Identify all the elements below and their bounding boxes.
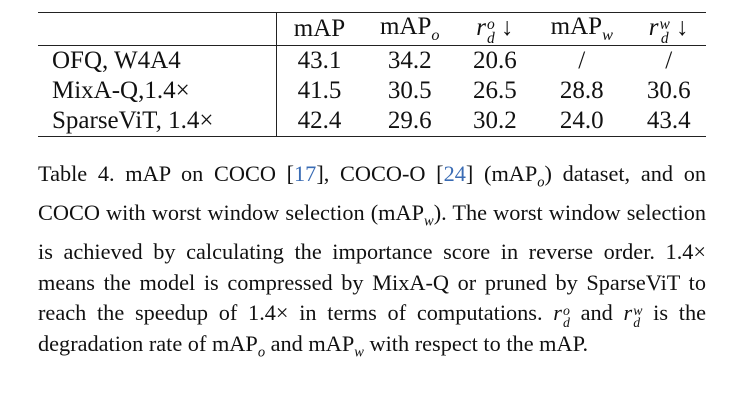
math-base: mAP — [380, 13, 432, 40]
header-row: mAP mAPo r o d ↓ mAPw r w d ↓ — [38, 12, 706, 47]
method-cell: OFQ, W4A4 — [38, 45, 277, 76]
subscript: d — [660, 29, 669, 47]
citation: 17 — [294, 161, 317, 186]
method-cell: MixA-Q,1.4× — [38, 76, 277, 106]
math-base: r — [623, 300, 633, 326]
value-cell: 24.0 — [559, 107, 604, 134]
value-cell: 43.4 — [646, 107, 691, 134]
value-cell: 26.5 — [472, 77, 517, 104]
value-cell: 29.6 — [387, 107, 432, 134]
math-base: r — [648, 14, 659, 42]
header-cell: mAPo — [361, 12, 458, 46]
caption-text: ) dataset, and on COCO with worst window… — [38, 161, 706, 226]
value-cell: / — [665, 47, 673, 74]
value-cell: 30.6 — [646, 77, 691, 104]
superscript: o — [486, 15, 495, 33]
subscript: o — [431, 26, 440, 44]
value-cell: 43.1 — [297, 47, 342, 74]
value-cell: 30.5 — [387, 77, 432, 104]
table-head: mAP mAPo r o d ↓ mAPw r w d ↓ — [38, 12, 706, 47]
header-cell: mAPw — [532, 12, 632, 46]
value-cell: 42.4 — [297, 107, 342, 134]
math-base: mAP — [293, 15, 346, 42]
subscript: d — [633, 315, 641, 331]
arrow: ↓ — [500, 14, 514, 42]
table-row: MixA-Q,1.4× 41.5 30.5 26.5 28.8 30.6 — [38, 76, 706, 106]
caption-text: and — [569, 300, 624, 326]
caption-text: with respect to the mAP. — [363, 330, 589, 356]
caption-text: ). The worst window selection is achieve… — [38, 200, 706, 326]
table-row: OFQ, W4A4 43.1 34.2 20.6 / / — [38, 45, 706, 76]
figure: mAP mAPo r o d ↓ mAPw r w d ↓ OFQ, W4A4 43.1 34.2 2… — [38, 0, 706, 368]
superscript: o — [562, 302, 570, 318]
subscript: o — [537, 174, 545, 191]
value-cell: 28.8 — [559, 77, 604, 104]
superscript: w — [633, 302, 643, 318]
superscript: w — [659, 15, 670, 33]
caption-text: ], COCO-O [ — [316, 161, 444, 186]
math-base: mAP — [550, 13, 603, 40]
value-cell: 41.5 — [297, 77, 342, 104]
math-base: r — [476, 14, 486, 42]
table-body: OFQ, W4A4 43.1 34.2 20.6 / / MixA-Q,1.4× 41.5 30… — [38, 45, 706, 137]
math-base: r — [553, 300, 562, 326]
citation: 24 — [443, 161, 466, 186]
subscript: o — [257, 344, 266, 361]
method-cell: SparseViT, 1.4× — [38, 106, 277, 137]
subscript: w — [602, 26, 613, 44]
caption-text: is the degradation rate of mAP — [38, 300, 707, 356]
arrow: ↓ — [676, 14, 689, 42]
caption-text: ] (mAP — [465, 161, 538, 186]
caption-text: and mAP — [265, 330, 355, 356]
subscript: d — [486, 29, 495, 47]
subscript: w — [354, 344, 364, 361]
subscript: w — [424, 213, 434, 230]
subscript: d — [562, 315, 570, 331]
value-cell: 34.2 — [387, 47, 432, 74]
header-cell: mAP — [276, 12, 362, 46]
corner-cell — [38, 12, 277, 46]
value-cell: / — [578, 47, 586, 74]
caption: Table 4. mAP on COCO [17], COCO-O [24] (… — [38, 159, 706, 368]
table-row: SparseViT, 1.4× 42.4 29.6 30.2 24.0 43.4 — [38, 106, 706, 137]
value-cell: 20.6 — [472, 47, 517, 74]
value-cell: 30.2 — [472, 107, 517, 134]
results-table: mAP mAPo r o d ↓ mAPw r w d ↓ OFQ, W4A4 43.1 34.2 2… — [38, 12, 706, 137]
caption-text: Table 4. mAP on COCO [ — [38, 161, 295, 186]
